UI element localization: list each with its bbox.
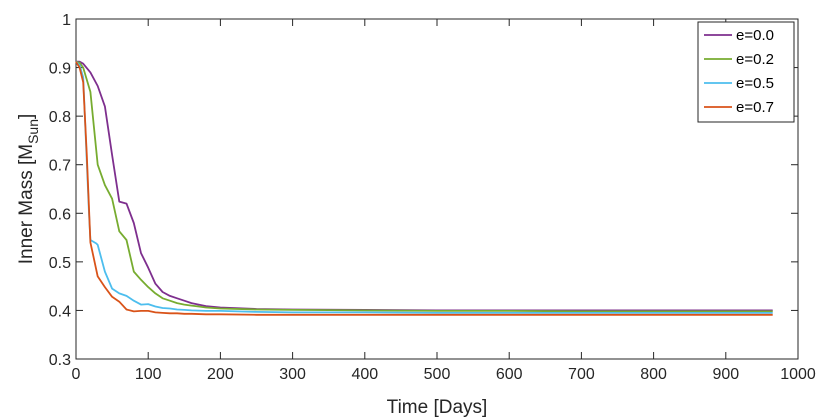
series-line-3 bbox=[75, 61, 773, 316]
x-tick-label: 700 bbox=[568, 366, 595, 383]
x-tick-label: 800 bbox=[640, 366, 667, 383]
x-tick-label: 500 bbox=[424, 366, 451, 383]
y-tick-label: 0.6 bbox=[49, 206, 71, 223]
y-axis-label-end: ] bbox=[16, 114, 37, 119]
legend-label-3: e=0.7 bbox=[736, 99, 774, 116]
x-tick-label: 900 bbox=[712, 366, 739, 383]
legend-label-2: e=0.5 bbox=[736, 75, 774, 92]
y-tick-label: 1 bbox=[62, 12, 71, 29]
axis-ticks: 0 100 200 300 400 500 600 700 800 900 1000 0.3 0.4 0.… bbox=[49, 12, 816, 383]
x-tick-label: 300 bbox=[279, 366, 306, 383]
y-axis-label: Inner Mass [MSun] bbox=[16, 114, 41, 265]
legend-box bbox=[697, 21, 795, 123]
y-axis-label-subscript: Sun bbox=[25, 119, 41, 144]
legend-label-1: e=0.2 bbox=[736, 51, 774, 68]
series-line-1 bbox=[75, 60, 773, 313]
x-tick-label: 200 bbox=[207, 366, 234, 383]
x-tick-label: 400 bbox=[351, 366, 378, 383]
y-axis-label-main: Inner Mass [M bbox=[16, 144, 37, 264]
series-line-2 bbox=[75, 61, 773, 314]
plot-area bbox=[75, 18, 799, 360]
legend-label-0: e=0.0 bbox=[736, 27, 774, 44]
y-tick-label: 0.4 bbox=[49, 303, 71, 320]
y-tick-label: 0.8 bbox=[49, 109, 71, 126]
y-tick-label: 0.9 bbox=[49, 61, 71, 78]
x-tick-label: 0 bbox=[72, 366, 81, 383]
x-axis-label: Time [Days] bbox=[387, 397, 488, 417]
x-tick-label: 600 bbox=[496, 366, 523, 383]
series-lines bbox=[75, 60, 773, 316]
x-tick-label: 100 bbox=[135, 366, 162, 383]
y-tick-label: 0.7 bbox=[49, 158, 71, 175]
y-tick-label: 0.5 bbox=[49, 255, 71, 272]
x-tick-label: 1000 bbox=[780, 366, 816, 383]
legend: e=0.0 e=0.2 e=0.5 e=0.7 bbox=[697, 21, 795, 123]
y-tick-label: 0.3 bbox=[49, 352, 71, 369]
